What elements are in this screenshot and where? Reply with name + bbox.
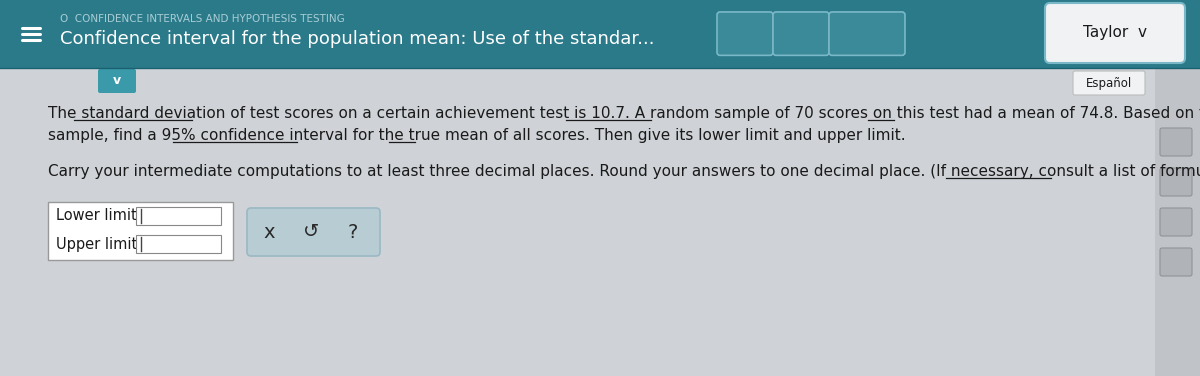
Text: The standard deviation of test scores on a certain achievement test is 10.7. A r: The standard deviation of test scores on… bbox=[48, 106, 1200, 121]
Text: Carry your intermediate computations to at least three decimal places. Round you: Carry your intermediate computations to … bbox=[48, 164, 1200, 179]
Text: Español: Español bbox=[1086, 76, 1132, 89]
Text: Taylor  v: Taylor v bbox=[1084, 26, 1147, 41]
Text: Lower limit:: Lower limit: bbox=[56, 209, 142, 223]
FancyBboxPatch shape bbox=[1160, 248, 1192, 276]
FancyBboxPatch shape bbox=[773, 12, 829, 55]
FancyBboxPatch shape bbox=[136, 235, 221, 253]
Text: ↺: ↺ bbox=[302, 223, 319, 241]
Text: v: v bbox=[113, 74, 121, 88]
Text: x: x bbox=[263, 223, 275, 241]
FancyBboxPatch shape bbox=[1160, 208, 1192, 236]
FancyBboxPatch shape bbox=[136, 207, 221, 225]
FancyBboxPatch shape bbox=[1073, 71, 1145, 95]
FancyBboxPatch shape bbox=[1154, 68, 1200, 376]
Text: O  CONFIDENCE INTERVALS AND HYPOTHESIS TESTING: O CONFIDENCE INTERVALS AND HYPOTHESIS TE… bbox=[60, 14, 344, 24]
FancyBboxPatch shape bbox=[1045, 3, 1186, 63]
FancyBboxPatch shape bbox=[98, 69, 136, 93]
Text: ?: ? bbox=[348, 223, 358, 241]
FancyBboxPatch shape bbox=[1160, 128, 1192, 156]
FancyBboxPatch shape bbox=[829, 12, 905, 55]
FancyBboxPatch shape bbox=[0, 68, 1154, 376]
FancyBboxPatch shape bbox=[247, 208, 380, 256]
FancyBboxPatch shape bbox=[48, 202, 233, 260]
Text: Upper limit:: Upper limit: bbox=[56, 237, 143, 252]
FancyBboxPatch shape bbox=[0, 0, 1200, 68]
Text: Confidence interval for the population mean: Use of the standar...: Confidence interval for the population m… bbox=[60, 30, 654, 48]
FancyBboxPatch shape bbox=[1160, 168, 1192, 196]
Text: sample, find a 95% confidence interval for the true mean of all scores. Then giv: sample, find a 95% confidence interval f… bbox=[48, 128, 906, 143]
FancyBboxPatch shape bbox=[718, 12, 773, 55]
